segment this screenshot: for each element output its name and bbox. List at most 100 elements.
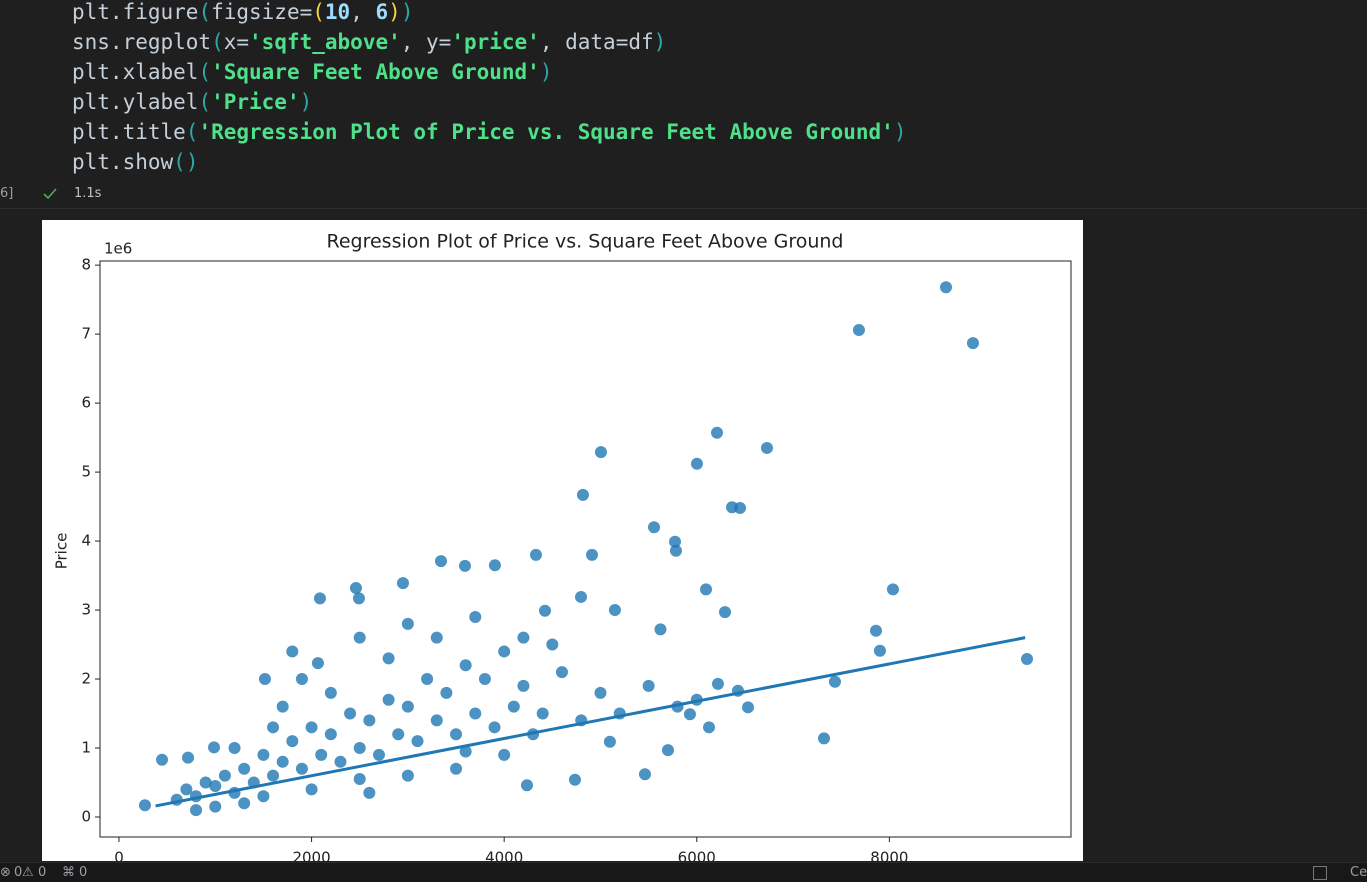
- scatter-point: [401, 769, 414, 782]
- x-tick-label: 8000: [870, 849, 908, 862]
- scatter-point: [305, 783, 318, 796]
- y-tick-label: 8: [81, 256, 91, 274]
- scatter-point: [450, 728, 463, 741]
- status-right[interactable]: Ce: [1350, 865, 1367, 880]
- status-warning-icon: ⚠: [22, 865, 34, 880]
- scatter-point: [382, 693, 395, 706]
- scatter-point: [138, 799, 151, 812]
- status-warnings[interactable]: 0: [38, 865, 47, 880]
- scatter-point: [156, 753, 169, 766]
- scatter-point: [199, 776, 212, 789]
- scatter-point: [478, 673, 491, 686]
- scatter-point: [603, 735, 616, 748]
- x-tick-label: 0: [114, 849, 124, 862]
- scatter-point: [700, 583, 713, 596]
- code-line[interactable]: plt.ylabel('Price'): [72, 90, 313, 114]
- status-terminal-icon[interactable]: [1313, 866, 1327, 880]
- scatter-point: [257, 790, 270, 803]
- scatter-point: [382, 652, 395, 665]
- scatter-point: [459, 659, 472, 672]
- scatter-point: [421, 673, 434, 686]
- scatter-point: [401, 700, 414, 713]
- output-separator: [0, 208, 1367, 209]
- scatter-point: [352, 592, 365, 605]
- success-icon: [43, 188, 57, 200]
- execution-count: 6]: [0, 186, 14, 201]
- scatter-point: [349, 581, 362, 594]
- scatter-point: [311, 657, 324, 670]
- scatter-point: [295, 762, 308, 775]
- scatter-point: [886, 583, 899, 596]
- scatter-point: [401, 617, 414, 630]
- scatter-point: [218, 769, 231, 782]
- scatter-point: [576, 488, 589, 501]
- scatter-point: [966, 337, 979, 350]
- scatter-point: [313, 592, 326, 605]
- scatter-point: [228, 742, 241, 755]
- scatter-point: [295, 673, 308, 686]
- scatter-point: [267, 721, 280, 734]
- code-line[interactable]: plt.xlabel('Square Feet Above Ground'): [72, 60, 553, 84]
- scatter-point: [575, 590, 588, 603]
- scatter-point: [430, 631, 443, 644]
- code-line[interactable]: plt.figure(figsize=(10, 6)): [72, 0, 414, 24]
- scatter-point: [654, 623, 667, 636]
- scatter-point: [718, 606, 731, 619]
- scatter-point: [257, 748, 270, 761]
- scatter-point: [852, 323, 865, 336]
- y-axis-label: Price: [53, 533, 71, 570]
- status-error-icon: ⊗: [0, 865, 11, 880]
- y-tick-label: 1: [81, 739, 91, 757]
- y-tick-label: 6: [81, 394, 91, 412]
- status-ports[interactable]: 0: [79, 865, 88, 880]
- scatter-point: [396, 577, 409, 590]
- scatter-point: [315, 748, 328, 761]
- scatter-point: [539, 604, 552, 617]
- scatter-point: [498, 645, 511, 658]
- code-line[interactable]: sns.regplot(x='sqft_above', y='price', d…: [72, 30, 667, 54]
- y-offset-label: 1e6: [104, 240, 132, 258]
- scatter-point: [363, 786, 376, 799]
- x-tick-label: 2000: [292, 849, 330, 862]
- scatter-point: [517, 679, 530, 692]
- scatter-point: [258, 673, 271, 686]
- scatter-point: [286, 735, 299, 748]
- scatter-point: [276, 700, 289, 713]
- y-tick-label: 7: [81, 325, 91, 343]
- code-line[interactable]: plt.title('Regression Plot of Price vs. …: [72, 120, 907, 144]
- scatter-point: [209, 800, 222, 813]
- x-tick-label: 4000: [485, 849, 523, 862]
- scatter-point: [517, 631, 530, 644]
- scatter-point: [507, 700, 520, 713]
- y-tick-label: 5: [81, 463, 91, 481]
- scatter-point: [873, 644, 886, 657]
- chart: Regression Plot of Price vs. Square Feet…: [53, 231, 1072, 862]
- y-tick-label: 4: [81, 532, 91, 550]
- scatter-point: [669, 535, 682, 548]
- scatter-point: [638, 768, 651, 781]
- scatter-point: [276, 755, 289, 768]
- scatter-point: [703, 721, 716, 734]
- status-errors[interactable]: 0: [14, 865, 23, 880]
- code-line[interactable]: plt.show(): [72, 150, 199, 174]
- scatter-point: [430, 714, 443, 727]
- scatter-point: [690, 457, 703, 470]
- scatter-point: [594, 686, 607, 699]
- scatter-point: [817, 732, 830, 745]
- scatter-point: [435, 555, 448, 568]
- scatter-point: [238, 797, 251, 810]
- scatter-point: [353, 631, 366, 644]
- scatter-point: [363, 714, 376, 727]
- scatter-point: [536, 707, 549, 720]
- scatter-point: [392, 728, 405, 741]
- scatter-point: [742, 701, 755, 714]
- scatter-point: [182, 751, 195, 764]
- scatter-point: [324, 686, 337, 699]
- status-bar: ⊗ 0 ⚠ 0 ⌘ 0 Ce: [0, 862, 1367, 882]
- scatter-point: [710, 426, 723, 439]
- scatter-point: [190, 804, 203, 817]
- x-tick-label: 6000: [678, 849, 716, 862]
- scatter-point: [440, 686, 453, 699]
- scatter-point: [594, 446, 607, 459]
